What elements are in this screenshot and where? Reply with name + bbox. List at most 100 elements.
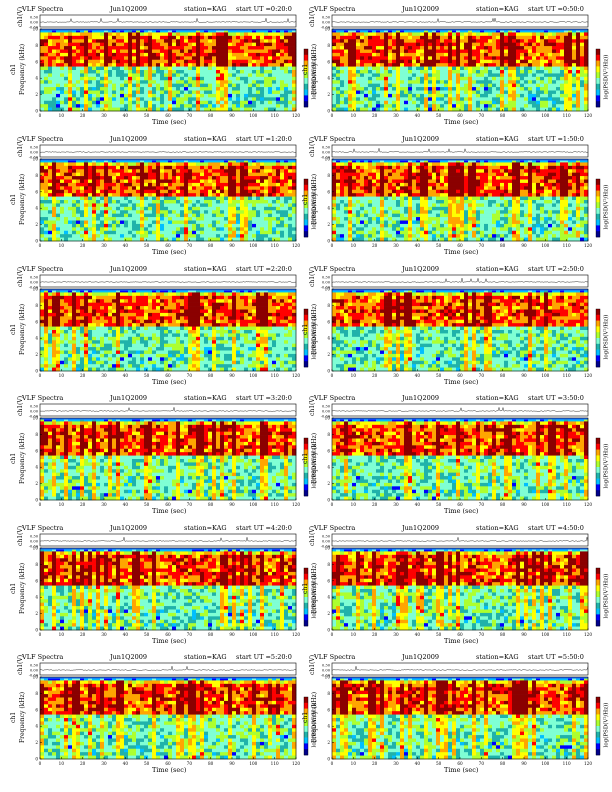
spectrogram-cell (424, 100, 429, 105)
spectrogram-cell (416, 59, 421, 64)
spectrogram-cell (192, 104, 197, 108)
spectrogram-cell (120, 210, 125, 214)
spectrogram-cell (504, 39, 509, 43)
spectrogram-cell (380, 76, 385, 81)
spectrogram-cell (432, 59, 437, 64)
spectrogram-cell (236, 32, 241, 37)
spectrogram-cell (268, 42, 273, 47)
spectrogram-cell (156, 176, 161, 180)
spectrogram-cell (92, 52, 97, 57)
spectrogram-cell (452, 63, 457, 67)
spectrogram-cell (512, 73, 517, 78)
spectrogram-cell (284, 227, 289, 232)
spectrogram-cell (444, 49, 449, 54)
spectrogram-cell (220, 46, 225, 50)
spectrogram-cell (132, 83, 137, 88)
spectrogram-cell (496, 100, 501, 105)
spectrogram-cell (488, 42, 493, 47)
spectrogram-cell (44, 210, 49, 214)
spectrogram-cell (560, 107, 565, 112)
spectrogram-cell (432, 107, 437, 112)
spectrogram-cell (228, 104, 233, 108)
spectrogram-cell (396, 90, 401, 95)
spectrogram-cell (288, 176, 293, 180)
spectrogram-cell (60, 169, 65, 173)
spectrogram-cell (68, 73, 73, 78)
spectrogram-cell (192, 203, 197, 208)
spectrogram-cell (180, 223, 185, 228)
spectrogram-cell (84, 230, 89, 235)
spectrogram-cell (128, 196, 133, 201)
spectrogram-cell (160, 162, 165, 167)
spectrogram-cell (96, 213, 101, 218)
freq-tick-label: 8 (327, 43, 330, 48)
spectrogram-cell (156, 107, 161, 112)
spectrogram-cell (60, 210, 65, 214)
freq-tick-label: 10 (325, 27, 331, 32)
spectrogram-cell (92, 203, 97, 208)
spectrogram-cell (112, 196, 117, 201)
spectrogram-cell (44, 87, 49, 91)
spectrogram-cell (232, 80, 237, 84)
spectrogram-cell (132, 186, 137, 191)
spectrogram-cell (136, 83, 141, 88)
spectrogram-cell (292, 104, 297, 108)
spectrogram-cell (392, 35, 397, 40)
spectrogram-cell (432, 39, 437, 43)
spectrogram-cell (52, 97, 57, 102)
spectrogram-cell (212, 165, 217, 170)
spectrogram-cell (356, 104, 361, 108)
spectrogram-cell (148, 70, 153, 74)
spectrogram-cell (88, 104, 93, 108)
spectrogram-cell (180, 97, 185, 102)
spectrogram-cell (96, 210, 101, 214)
spectrogram-cell (56, 206, 61, 211)
spectrogram-cell (80, 83, 85, 88)
spectrogram-cell (360, 29, 365, 33)
spectrogram-cell (80, 66, 85, 71)
spectrogram-cell (144, 83, 149, 88)
spectrogram-cell (208, 93, 213, 98)
spectrogram-cell (540, 80, 545, 84)
spectrogram-cell (96, 237, 101, 242)
spectrogram-cell (60, 217, 65, 221)
spectrogram-cell (104, 66, 109, 71)
spectrogram-cell (436, 83, 441, 88)
spectrogram-cell (60, 159, 65, 163)
spectrogram-cell (344, 223, 349, 228)
spectrogram-cell (108, 223, 113, 228)
spectrogram-cell (108, 63, 113, 67)
spectrogram-cell (508, 90, 513, 95)
spectrogram-cell (92, 179, 97, 184)
spectrogram-cell (236, 70, 241, 74)
spectrogram-cell (64, 49, 69, 54)
spectrogram-cell (188, 87, 193, 91)
spectrogram-cell (288, 80, 293, 84)
spectrogram-cell (72, 100, 77, 105)
spectrogram-cell (176, 237, 181, 242)
spectrogram-cell (160, 186, 165, 191)
spectrogram-cell (460, 97, 465, 102)
spectrogram-cell (356, 203, 361, 208)
spectrogram-cell (124, 179, 129, 184)
spectrogram-cell (252, 76, 257, 81)
spectrogram-cell (272, 196, 277, 201)
spectrogram-cell (180, 165, 185, 170)
spectrogram-cell (460, 87, 465, 91)
spectrogram-cell (288, 186, 293, 191)
spectrogram-cell (504, 80, 509, 84)
spectrogram-cell (440, 97, 445, 102)
spectrogram-cell (260, 234, 265, 238)
spectrogram-cell (344, 182, 349, 187)
spectrogram-cell (128, 203, 133, 208)
spectrogram-cell (160, 76, 165, 81)
spectrogram-cell (52, 39, 57, 43)
spectrogram-cell (156, 66, 161, 71)
spectrogram-cell (200, 182, 205, 187)
spectrogram-cell (96, 97, 101, 102)
spectrogram-cell (88, 159, 93, 163)
spectrogram-cell (48, 237, 53, 242)
spectrogram-cell (544, 63, 549, 67)
spectrogram-cell (188, 186, 193, 191)
spectrogram-cell (248, 165, 253, 170)
